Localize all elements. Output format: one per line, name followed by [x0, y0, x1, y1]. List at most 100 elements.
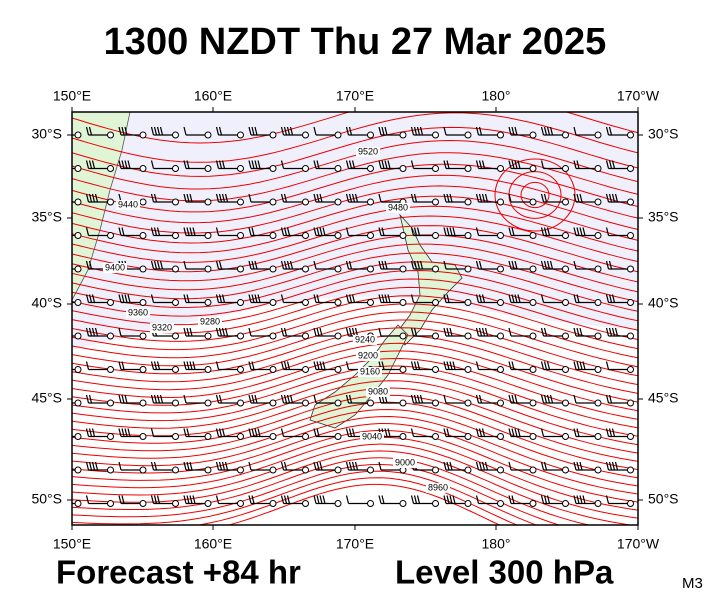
barb-feather — [257, 294, 261, 303]
barb-feather — [118, 461, 122, 471]
barb-feather — [413, 361, 418, 370]
barb-station — [529, 332, 537, 340]
barb-feather — [605, 394, 610, 404]
contour-line — [72, 401, 638, 471]
barb-feather — [118, 160, 122, 169]
wind-barb — [248, 461, 277, 474]
barb-feather — [475, 193, 480, 203]
barb-feather — [224, 461, 229, 471]
barb-feather — [508, 461, 512, 471]
wind-barb — [150, 294, 179, 306]
wind-barb — [410, 294, 439, 306]
barb-feather — [573, 495, 577, 504]
wind-barb — [280, 260, 309, 273]
barb-feather — [248, 361, 252, 370]
barb-feather — [215, 495, 220, 504]
barb-feather — [611, 160, 616, 169]
barb-feather — [88, 126, 93, 136]
barb-feather — [54, 328, 56, 336]
barb-station — [204, 433, 212, 440]
barb-feather — [416, 260, 421, 270]
wind-barb — [313, 461, 342, 474]
barb-feather — [289, 126, 294, 136]
barb-feather — [416, 495, 421, 504]
wind-barb — [215, 294, 244, 306]
barb-station — [562, 500, 569, 507]
wind-barb — [475, 227, 504, 239]
barb-station — [139, 232, 147, 239]
barb-feather — [124, 394, 128, 404]
barb-feather — [514, 394, 518, 404]
barb-feather — [289, 260, 294, 270]
barb-feather — [605, 193, 610, 203]
barb-station — [562, 131, 569, 139]
barb-feather — [118, 327, 122, 337]
barb-feather — [410, 495, 415, 504]
barb-station — [529, 500, 537, 507]
barb-station — [529, 131, 537, 139]
barb-feather — [576, 227, 580, 236]
barb-station — [432, 165, 439, 172]
barb-feather — [381, 160, 385, 169]
barb-feather — [605, 160, 610, 169]
barb-feather — [511, 495, 515, 504]
barb-feather — [345, 327, 350, 337]
barb-feather — [443, 428, 447, 437]
barb-feather — [150, 227, 155, 236]
wind-barb — [215, 428, 244, 440]
wind-barb — [85, 193, 114, 206]
barb-feather — [192, 361, 196, 370]
barb-feather — [156, 495, 161, 504]
barb-feather — [248, 327, 252, 337]
barb-feather — [283, 461, 288, 471]
barb-station — [74, 165, 82, 172]
barb-feather — [248, 394, 252, 404]
wind-barb — [345, 461, 374, 474]
barb-feather — [248, 461, 252, 471]
barb-feather — [156, 260, 161, 270]
barb-feather — [94, 327, 99, 337]
barb-station — [497, 466, 504, 474]
contour-line — [72, 443, 638, 519]
barb-feather — [384, 294, 388, 303]
wind-barb — [345, 394, 374, 407]
barb-station — [139, 165, 147, 172]
barb-feather — [416, 394, 421, 404]
barb-station — [529, 399, 537, 407]
barb-station — [464, 232, 472, 239]
wind-barb — [215, 126, 244, 139]
barb-feather — [508, 394, 512, 404]
wind-barb — [183, 495, 212, 507]
barb-station — [497, 198, 504, 206]
barb-station — [497, 232, 504, 239]
barb-feather — [121, 126, 125, 136]
barb-feather — [150, 294, 155, 303]
barb-feather — [257, 160, 261, 169]
barb-station — [627, 332, 634, 340]
barb-station — [204, 131, 212, 139]
barb-feather — [88, 461, 93, 471]
barb-feather — [345, 361, 350, 370]
wind-barb — [248, 394, 277, 407]
barb-station — [627, 433, 634, 440]
barb-station — [497, 332, 504, 340]
barb-station — [302, 399, 309, 407]
wind-barb — [443, 294, 472, 306]
level-label: Level 300 hPa — [395, 554, 614, 591]
barb-feather — [186, 327, 190, 337]
barb-feather — [118, 394, 122, 404]
barb-feather — [153, 461, 158, 471]
wind-barb — [475, 394, 504, 407]
barb-feather — [582, 495, 586, 504]
barb-station — [74, 332, 82, 340]
barb-station — [562, 332, 569, 340]
barb-feather — [478, 327, 483, 337]
barb-feather — [150, 361, 155, 370]
wind-barb — [540, 394, 569, 407]
barb-feather — [378, 126, 382, 136]
barb-feather — [348, 327, 353, 337]
barb-feather — [608, 126, 613, 136]
barb-station — [139, 299, 147, 306]
barb-station — [529, 232, 537, 239]
contour-label-bg — [116, 200, 140, 210]
